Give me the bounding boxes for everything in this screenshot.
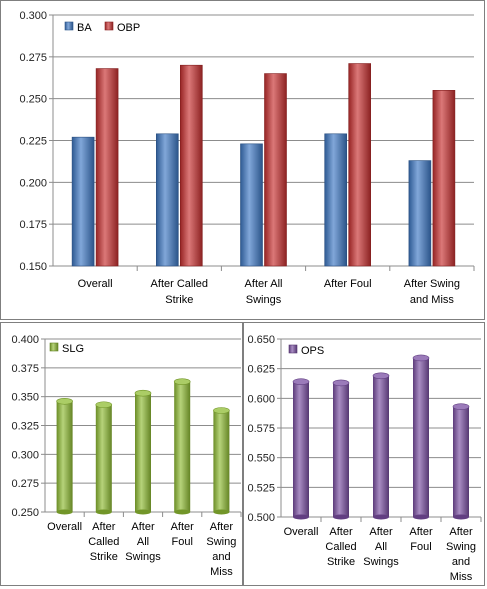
x-category-label: After bbox=[449, 526, 473, 538]
x-category-label: Called bbox=[88, 536, 119, 548]
x-category-label: Foul bbox=[171, 536, 192, 548]
legend-swatch bbox=[64, 21, 74, 31]
x-category-label: and bbox=[212, 551, 230, 563]
x-category-label: Called bbox=[325, 541, 356, 553]
chart-panel-slg: 0.250 0.275 0.300 0.325 0.350 0.375 0.400 Overa… bbox=[0, 322, 243, 586]
legend-label: OPS bbox=[301, 345, 324, 357]
bar-slg bbox=[213, 407, 230, 515]
legend-label: OBP bbox=[117, 22, 140, 34]
legend-label: BA bbox=[77, 22, 92, 34]
y-tick-label: 0.575 bbox=[247, 423, 275, 435]
y-tick-label: 0.400 bbox=[11, 334, 39, 346]
y-tick-label: 0.275 bbox=[19, 52, 47, 64]
y-tick-label: 0.375 bbox=[11, 363, 39, 375]
x-category-label: Swings bbox=[246, 294, 282, 306]
chart-svg: 0.250 0.275 0.300 0.325 0.350 0.375 0.400 Overa… bbox=[11, 334, 242, 578]
bar-obp bbox=[95, 68, 119, 267]
x-category-label: After bbox=[329, 526, 353, 538]
bar-ba bbox=[240, 143, 263, 267]
x-category-label: After All bbox=[245, 278, 283, 290]
y-tick-label: 0.350 bbox=[11, 392, 39, 404]
y-tick-label: 0.225 bbox=[19, 136, 47, 148]
x-category-label: Strike bbox=[165, 294, 193, 306]
bar-slg bbox=[56, 397, 73, 515]
chart-panel-ops: 0.500 0.525 0.550 0.575 0.600 0.625 0.650 Overa… bbox=[243, 322, 485, 586]
x-category-label: After Swing bbox=[404, 278, 460, 290]
y-tick-label: 0.500 bbox=[247, 512, 275, 524]
x-category-label: After bbox=[92, 521, 116, 533]
chart-svg: 0.150 0.175 0.200 0.225 0.250 0.275 0.300 Overa… bbox=[19, 10, 475, 306]
bar-ops bbox=[332, 379, 350, 520]
bar-slg bbox=[95, 401, 113, 515]
legend-swatch bbox=[104, 21, 114, 31]
bar-obp bbox=[432, 90, 456, 267]
y-tick-label: 0.650 bbox=[247, 334, 275, 346]
y-tick-label: 0.300 bbox=[19, 10, 47, 22]
y-tick-label: 0.550 bbox=[247, 453, 275, 465]
chart-panel-ba-obp: 0.150 0.175 0.200 0.225 0.250 0.275 0.300 Overa… bbox=[0, 0, 485, 320]
bar-slg bbox=[134, 389, 152, 515]
bar-obp bbox=[264, 73, 287, 267]
y-tick-label: 0.325 bbox=[11, 421, 39, 433]
x-category-label: After bbox=[131, 521, 155, 533]
bar-ops bbox=[452, 403, 470, 520]
legend-label: SLG bbox=[62, 343, 84, 355]
bar-ops bbox=[372, 372, 390, 520]
bar-slg bbox=[173, 378, 191, 515]
x-category-label: After bbox=[210, 521, 234, 533]
y-tick-label: 0.625 bbox=[247, 364, 275, 376]
x-category-label: After bbox=[171, 521, 195, 533]
bar-ops bbox=[292, 378, 310, 520]
legend-swatch bbox=[288, 344, 298, 354]
bar-obp bbox=[180, 64, 203, 267]
x-category-label: Miss bbox=[210, 566, 233, 578]
x-category-label: After bbox=[409, 526, 433, 538]
y-tick-label: 0.525 bbox=[247, 482, 275, 494]
y-tick-label: 0.150 bbox=[19, 261, 47, 273]
x-category-label: After bbox=[369, 526, 393, 538]
bar-obp bbox=[348, 63, 372, 267]
chart-svg: 0.500 0.525 0.550 0.575 0.600 0.625 0.650 Overa… bbox=[247, 334, 482, 583]
x-category-label: Swings bbox=[125, 551, 161, 563]
y-tick-label: 0.250 bbox=[11, 507, 39, 519]
x-category-label: Swing bbox=[446, 541, 476, 553]
legend-swatch bbox=[49, 342, 59, 352]
y-tick-label: 0.600 bbox=[247, 393, 275, 405]
x-category-label: Foul bbox=[410, 541, 431, 553]
x-category-label: Swing bbox=[206, 536, 236, 548]
x-category-label: Overall bbox=[78, 278, 113, 290]
y-tick-label: 0.250 bbox=[19, 94, 47, 106]
x-category-label: Miss bbox=[450, 571, 473, 583]
x-category-label: Strike bbox=[327, 556, 355, 568]
x-category-label: Strike bbox=[90, 551, 118, 563]
x-category-label: and bbox=[452, 556, 470, 568]
bar-ops bbox=[412, 354, 430, 520]
x-category-label: Swings bbox=[363, 556, 399, 568]
x-category-label: After Called bbox=[151, 278, 208, 290]
y-tick-label: 0.200 bbox=[19, 177, 47, 189]
bar-ba bbox=[71, 136, 95, 267]
bar-ba bbox=[156, 133, 179, 267]
x-category-label: After Foul bbox=[324, 278, 372, 290]
bar-ba bbox=[324, 133, 348, 267]
x-category-label: All bbox=[375, 541, 387, 553]
x-category-label: and Miss bbox=[410, 294, 455, 306]
x-category-label: All bbox=[137, 536, 149, 548]
x-category-label: Overall bbox=[284, 526, 319, 538]
y-tick-label: 0.175 bbox=[19, 219, 47, 231]
bar-ba bbox=[408, 160, 432, 267]
y-tick-label: 0.275 bbox=[11, 478, 39, 490]
x-category-label: Overall bbox=[47, 521, 82, 533]
y-tick-label: 0.300 bbox=[11, 449, 39, 461]
